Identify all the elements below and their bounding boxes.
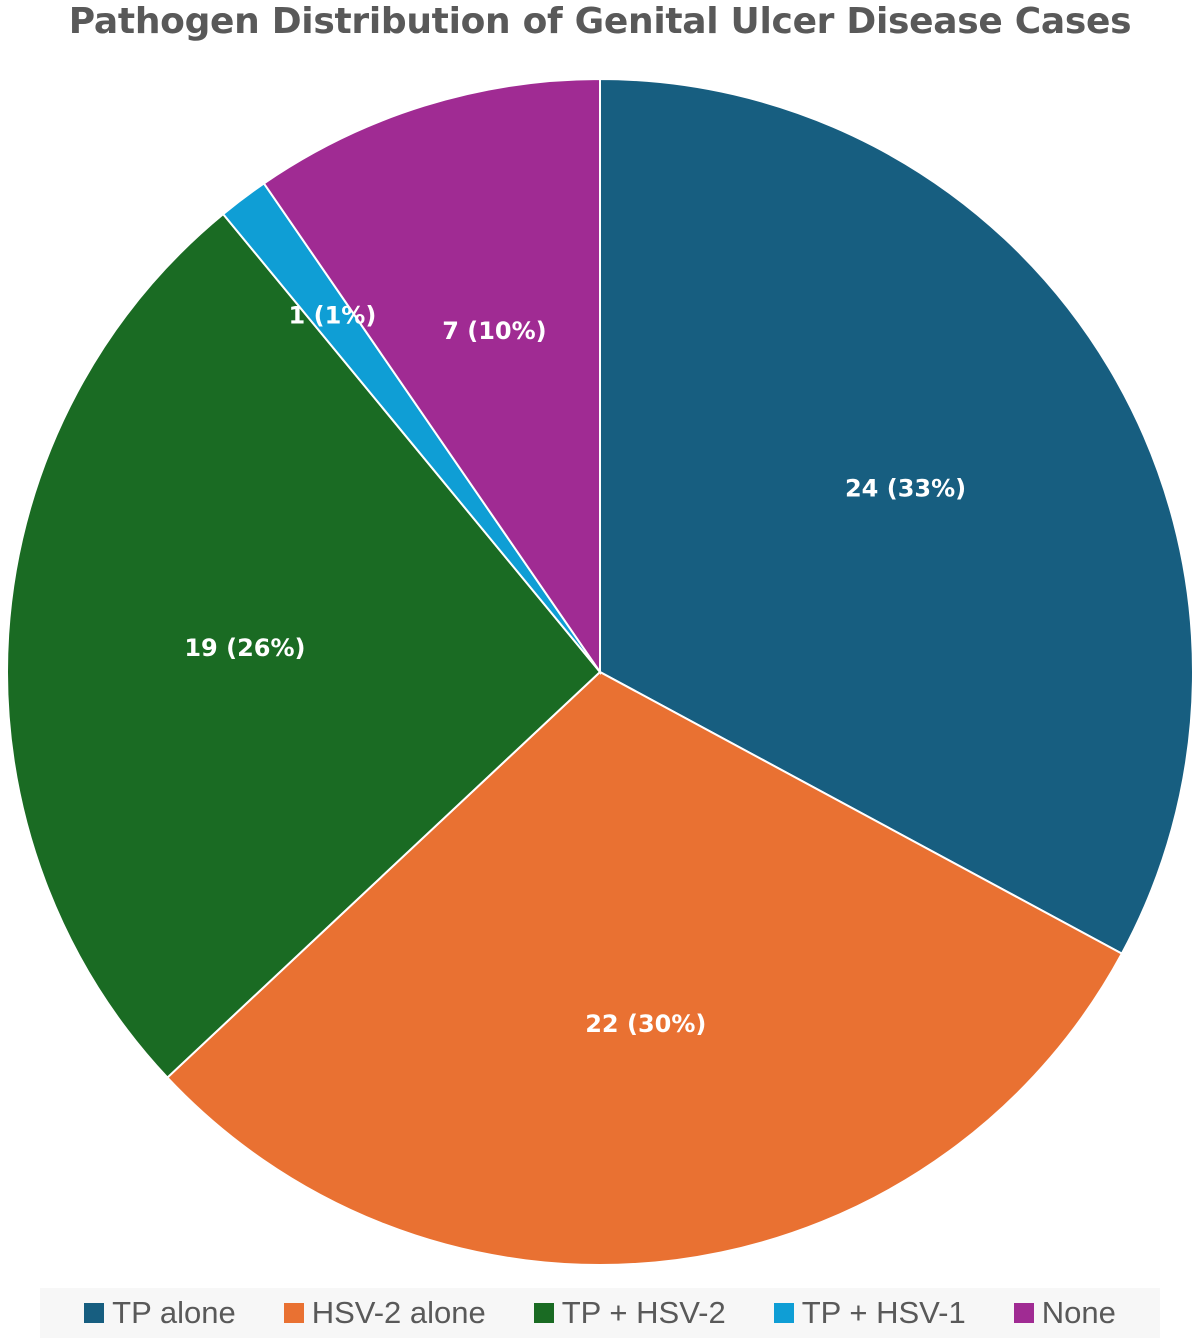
legend-item-tp-alone: TP alone xyxy=(84,1295,236,1331)
legend-label: TP + HSV-1 xyxy=(801,1295,966,1330)
pie-chart: 24 (33%) 22 (30%) 19 (26%) 1 (1%) 7 (10%) xyxy=(6,77,1194,1266)
data-label-none: 7 (10%) xyxy=(442,317,546,345)
data-label-tp-hsv-1: 1 (1%) xyxy=(289,302,377,330)
legend-swatch xyxy=(1013,1303,1034,1323)
legend-item-tp-hsv-1: TP + HSV-1 xyxy=(773,1295,966,1331)
data-label-tp-hsv-2: 19 (26%) xyxy=(184,634,305,662)
pie-slice-tp-alone xyxy=(599,77,1194,956)
data-label-tp-alone: 24 (33%) xyxy=(845,475,966,503)
pie-slice-none xyxy=(262,77,601,676)
pie-data-labels: 24 (33%) 22 (30%) 19 (26%) 1 (1%) 7 (10%) xyxy=(184,302,966,1038)
legend-swatch xyxy=(533,1303,554,1323)
legend-label: None xyxy=(1041,1295,1116,1330)
data-label-hsv-2-alone: 22 (30%) xyxy=(585,1010,706,1038)
pie-slices xyxy=(6,77,1194,1266)
legend-swatch xyxy=(773,1303,794,1323)
legend-swatch xyxy=(84,1303,105,1323)
legend-label: TP alone xyxy=(112,1295,236,1330)
pie-slice-hsv-2-alone xyxy=(165,670,1124,1266)
legend-swatch xyxy=(283,1303,304,1323)
legend-item-tp-hsv-2: TP + HSV-2 xyxy=(533,1295,726,1331)
pie-slice-tp-hsv-2 xyxy=(6,212,602,1079)
chart-title: Pathogen Distribution of Genital Ulcer D… xyxy=(68,1,1132,42)
legend-item-none: None xyxy=(1013,1295,1116,1331)
legend-label: TP + HSV-2 xyxy=(561,1295,726,1330)
legend-item-hsv-2-alone: HSV-2 alone xyxy=(283,1295,486,1331)
legend-label: HSV-2 alone xyxy=(311,1295,486,1330)
chart-legend: TP alone HSV-2 alone TP + HSV-2 TP + HSV-1 N… xyxy=(40,1288,1160,1338)
